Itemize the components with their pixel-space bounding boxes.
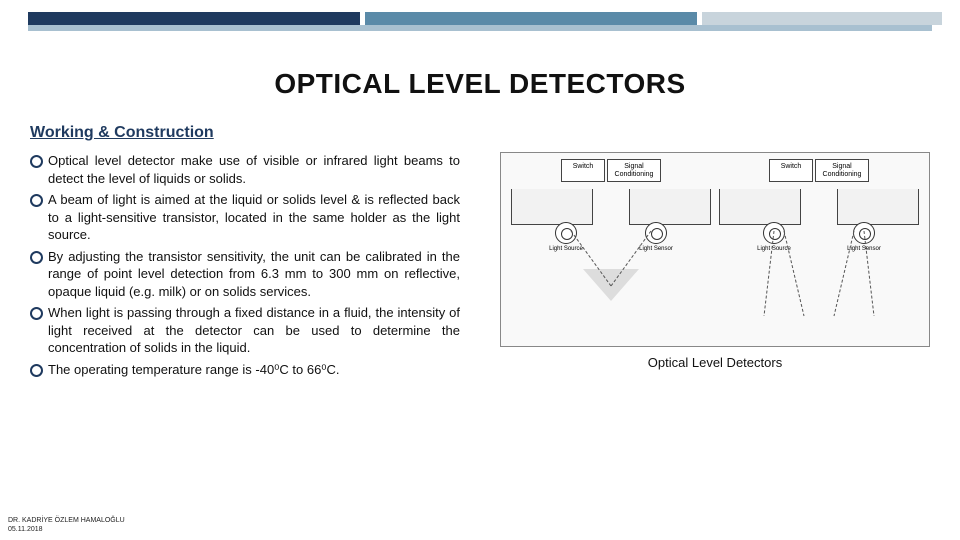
footer: DR. KADRİYE ÖZLEM HAMALOĞLU 05.11.2018 bbox=[8, 517, 125, 534]
prism-icon bbox=[583, 269, 639, 301]
light-source-icon bbox=[555, 222, 577, 244]
signal-conditioning-box: Signal Conditioning bbox=[607, 159, 661, 182]
diagram: Switch Signal Conditioning Light Source … bbox=[500, 152, 930, 347]
page-title: OPTICAL LEVEL DETECTORS bbox=[0, 68, 960, 100]
decor-bar-mid bbox=[365, 12, 697, 25]
list-item: By adjusting the transistor sensitivity,… bbox=[30, 248, 460, 301]
list-item: The operating temperature range is -40⁰C… bbox=[30, 361, 460, 379]
module-right: Switch Signal Conditioning Light Source … bbox=[719, 159, 919, 339]
decor-accent-bar bbox=[28, 25, 932, 31]
light-source-label: Light Source bbox=[757, 246, 791, 252]
switch-box: Switch bbox=[769, 159, 813, 182]
light-sensor-icon bbox=[645, 222, 667, 244]
light-sensor-label: Light Sensor bbox=[847, 246, 881, 252]
slide: OPTICAL LEVEL DETECTORS Working & Constr… bbox=[0, 0, 960, 540]
light-sensor-label: Light Sensor bbox=[639, 246, 673, 252]
bullet-list: Optical level detector make use of visib… bbox=[30, 152, 460, 383]
decor-bar-light bbox=[702, 12, 942, 25]
author: DR. KADRİYE ÖZLEM HAMALOĞLU bbox=[8, 517, 125, 524]
decor-bar-dark bbox=[28, 12, 360, 25]
figure-container: Switch Signal Conditioning Light Source … bbox=[500, 152, 930, 370]
module-left: Switch Signal Conditioning Light Source … bbox=[511, 159, 711, 339]
light-source-icon bbox=[763, 222, 785, 244]
date: 05.11.2018 bbox=[8, 526, 43, 533]
switch-box: Switch bbox=[561, 159, 605, 182]
section-heading: Working & Construction bbox=[30, 124, 214, 142]
list-item: When light is passing through a fixed di… bbox=[30, 304, 460, 357]
signal-conditioning-box: Signal Conditioning bbox=[815, 159, 869, 182]
light-sensor-icon bbox=[853, 222, 875, 244]
light-source-label: Light Source bbox=[549, 246, 583, 252]
figure-caption: Optical Level Detectors bbox=[500, 355, 930, 370]
list-item: A beam of light is aimed at the liquid o… bbox=[30, 191, 460, 244]
list-item: Optical level detector make use of visib… bbox=[30, 152, 460, 187]
